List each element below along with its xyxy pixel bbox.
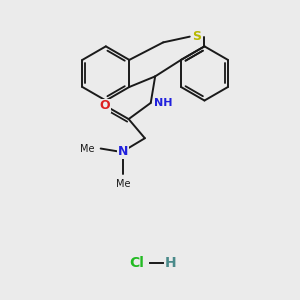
Text: S: S (193, 30, 202, 43)
Text: H: H (165, 256, 176, 270)
Text: Me: Me (80, 143, 95, 154)
Text: Cl: Cl (129, 256, 144, 270)
Text: N: N (118, 145, 128, 158)
Text: NH: NH (154, 98, 173, 108)
Text: O: O (100, 99, 110, 112)
Text: Me: Me (116, 179, 130, 189)
